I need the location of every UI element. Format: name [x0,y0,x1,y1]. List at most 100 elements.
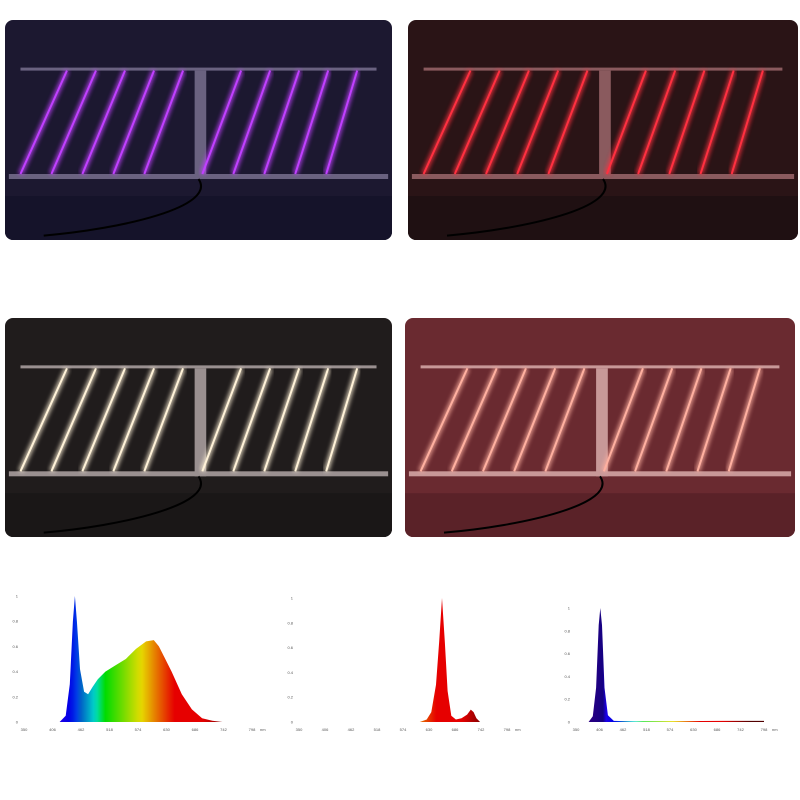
led-bar [19,367,68,472]
y-tick-label: 0.6 [287,645,293,650]
x-tick-label: 798 [249,727,256,732]
led-bar [201,70,243,175]
led-bar [513,368,557,472]
frame-top [20,67,377,71]
led-bar [325,70,359,175]
x-tick-label: 462 [78,727,85,732]
led-bar [547,70,589,175]
led-bar [419,367,469,472]
led-bar [665,368,703,472]
power-cable [43,178,202,237]
y-tick-label: 0.4 [287,670,293,675]
y-tick-label: 1 [16,594,19,599]
x-tick-label: 686 [452,727,459,732]
x-tick-label: 350 [21,727,28,732]
x-tick-label: 350 [573,727,580,732]
spectrum-chart-full: 0 0.2 0.4 0.6 0.8 1 350 406 462 518 574 630 686 742 79… [10,588,270,738]
x-tick-label: 406 [322,727,329,732]
x-tick-label: 574 [135,727,142,732]
power-cable [43,475,202,534]
led-bar [516,70,560,175]
y-tick-label: 0.2 [12,694,18,699]
led-bar [294,368,330,472]
led-bar [232,368,272,472]
led-bar [81,70,126,175]
led-bar [422,70,472,175]
led-bar [294,70,330,175]
chart-svg: 0 0.2 0.4 0.6 0.8 1 350 406 462 518 574 630 686 742 79… [287,596,521,733]
x-tick-label: 686 [714,727,721,732]
led-bar [605,70,647,175]
frame-top [20,365,377,369]
led-bar [201,368,243,472]
x-tick-label: 518 [374,727,381,732]
led-bar [263,368,301,472]
led-bar [325,368,359,472]
x-tick-label: 406 [596,727,603,732]
y-tick-label: 0 [291,720,294,725]
spectrum-chart-red: 0 0.2 0.4 0.6 0.8 1 350 406 462 518 574 630 686 742 79… [285,590,525,738]
photo-svg [5,20,392,240]
x-tick-label: 350 [296,727,303,732]
led-bar [544,368,586,472]
y-tick-label: 1 [291,596,294,601]
led-bar [50,367,97,472]
led-bar [637,70,677,175]
led-bar [81,367,126,472]
center-driver [599,70,611,179]
center-driver [194,70,207,179]
led-bar [727,368,761,472]
x-unit-label: nm [515,727,521,732]
led-bar [143,70,184,175]
led-bar [232,70,272,175]
x-tick-label: 742 [220,727,227,732]
x-tick-label: 518 [106,727,113,732]
x-tick-label: 630 [426,727,433,732]
x-tick-label: 462 [348,727,355,732]
x-tick-label: 630 [163,727,170,732]
y-tick-label: 1 [568,606,571,611]
led-bar [699,70,735,175]
led-bar [19,70,68,175]
grow-light-photo-purple [5,20,392,240]
led-bar [112,70,155,175]
spectrum-chart-blue: 0 0.2 0.4 0.6 0.8 1 350 406 462 518 574 630 686 742 79… [562,600,782,738]
x-tick-label: 518 [643,727,650,732]
led-bar [450,367,498,472]
photo-svg [405,318,795,537]
led-bar [453,70,501,175]
led-bar [668,70,706,175]
x-tick-label: 574 [667,727,674,732]
y-tick-label: 0.8 [287,620,293,625]
y-tick-label: 0.4 [564,674,570,679]
x-tick-label: 686 [192,727,199,732]
x-tick-label: 742 [478,727,485,732]
x-tick-label: 574 [400,727,407,732]
power-cable [443,475,604,534]
frame-top [423,67,783,71]
spectrum-area [24,596,252,722]
center-driver [194,368,207,477]
led-bar [263,70,301,175]
photo-svg [5,318,392,537]
led-bar [730,70,764,175]
led-bar [50,70,97,175]
x-tick-label: 406 [49,727,56,732]
led-bar [143,368,184,472]
x-tick-label: 798 [761,727,768,732]
led-bar [634,368,674,472]
y-tick-label: 0.6 [564,651,570,656]
y-tick-label: 0 [16,720,19,725]
power-cable [446,178,607,237]
y-tick-label: 0.2 [287,695,293,700]
x-tick-label: 630 [690,727,697,732]
spectrum-area [576,608,764,722]
led-bar [696,368,732,472]
led-bar [485,70,530,175]
photo-svg [408,20,798,240]
grow-light-photo-pink [405,318,795,537]
led-bar [112,368,155,472]
y-tick-label: 0.2 [564,697,570,702]
y-tick-label: 0.8 [12,619,18,624]
led-bar [482,367,527,472]
